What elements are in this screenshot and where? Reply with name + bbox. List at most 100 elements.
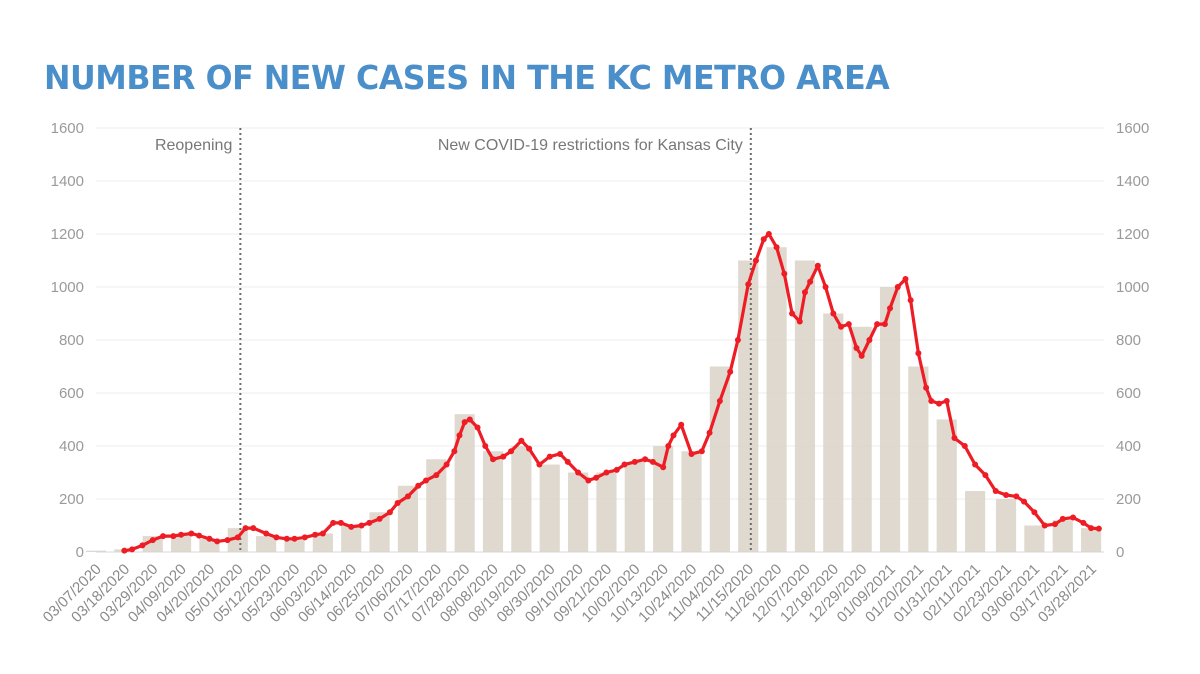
bar	[709, 366, 730, 552]
y2-tick-label: 0	[1116, 544, 1124, 561]
line-point	[188, 530, 195, 537]
line-point	[881, 321, 888, 328]
line-point	[781, 270, 788, 277]
bar	[908, 366, 929, 552]
line-point	[789, 310, 796, 317]
bar	[256, 536, 277, 552]
line-point	[461, 419, 468, 426]
line-point	[1031, 509, 1038, 516]
line-point	[415, 482, 422, 489]
chart-title: NUMBER OF NEW CASES IN THE KC METRO AREA	[44, 58, 890, 97]
line-point	[319, 530, 326, 537]
line-point	[814, 262, 821, 269]
line-point	[665, 443, 672, 449]
line-point	[490, 456, 497, 463]
line-point	[443, 461, 450, 468]
line-point	[858, 352, 865, 359]
line-point	[312, 531, 319, 538]
line-point	[330, 519, 337, 526]
bar	[568, 472, 589, 552]
line-point	[992, 488, 999, 495]
line-point	[894, 284, 901, 290]
line-point	[660, 464, 667, 471]
bar	[879, 287, 901, 552]
line-point	[915, 350, 922, 357]
bar	[794, 260, 816, 552]
line-point	[129, 546, 136, 553]
line-point	[642, 456, 649, 463]
line-point	[982, 472, 989, 479]
y-tick-label: 200	[59, 491, 84, 508]
bar	[851, 326, 872, 552]
bar	[1024, 525, 1045, 552]
bar	[85, 550, 107, 552]
bar	[142, 536, 163, 552]
line-point	[807, 278, 814, 285]
bar	[539, 464, 560, 552]
line-point	[1041, 522, 1048, 529]
line-point	[822, 284, 829, 290]
annotations: Reopening New COVID-19 restrictions for K…	[155, 128, 752, 552]
y2-tick-label: 1400	[1116, 173, 1149, 190]
y-tick-label: 1000	[51, 279, 84, 296]
line-point	[866, 337, 873, 343]
line-point	[928, 397, 935, 404]
line-point	[394, 499, 401, 506]
line-point	[337, 519, 344, 526]
line-point	[796, 318, 803, 325]
line-point	[149, 537, 156, 544]
line-point	[234, 534, 241, 541]
line-point	[621, 461, 628, 468]
line-point	[422, 477, 429, 484]
line-point	[706, 429, 713, 436]
line-point	[830, 310, 837, 317]
line-point	[178, 531, 185, 538]
line-point	[500, 453, 507, 460]
line-point	[943, 397, 950, 404]
line-point	[575, 469, 582, 476]
line-point	[291, 535, 298, 542]
line-point	[404, 493, 411, 500]
line-point	[734, 337, 741, 343]
bar	[482, 451, 504, 552]
line-point	[376, 515, 383, 522]
line-point	[670, 432, 677, 439]
line-point	[961, 443, 968, 449]
line-point	[936, 400, 943, 407]
line-point	[698, 448, 705, 455]
line-series	[121, 231, 1102, 554]
line-point	[801, 289, 808, 296]
bar	[454, 414, 475, 552]
line-point	[214, 538, 221, 545]
y2-tick-label: 1000	[1116, 279, 1149, 296]
line-point	[206, 535, 213, 542]
bar	[995, 499, 1017, 552]
y2-tick-label: 1600	[1116, 120, 1149, 137]
line-point	[1052, 521, 1059, 528]
line-point	[196, 532, 203, 539]
line-point	[585, 477, 592, 484]
bar	[1081, 528, 1102, 552]
line-point	[593, 474, 600, 481]
line-point	[1021, 498, 1028, 505]
line-point	[348, 523, 355, 530]
line-point	[760, 236, 767, 243]
bar	[284, 540, 305, 552]
y-tick-label: 800	[59, 332, 84, 349]
bar	[312, 533, 333, 552]
y-tick-label: 600	[59, 385, 84, 402]
bar	[965, 491, 986, 552]
line-point	[907, 297, 914, 304]
line-point	[546, 453, 553, 460]
bar	[596, 472, 617, 552]
bar	[653, 446, 674, 552]
line-point	[923, 384, 930, 391]
line-point	[386, 509, 393, 516]
line-point	[301, 534, 308, 541]
line-point	[121, 547, 128, 554]
y-tick-label: 1200	[51, 226, 84, 243]
line-point	[508, 448, 515, 455]
line-point	[613, 466, 620, 473]
line-point	[874, 321, 881, 328]
